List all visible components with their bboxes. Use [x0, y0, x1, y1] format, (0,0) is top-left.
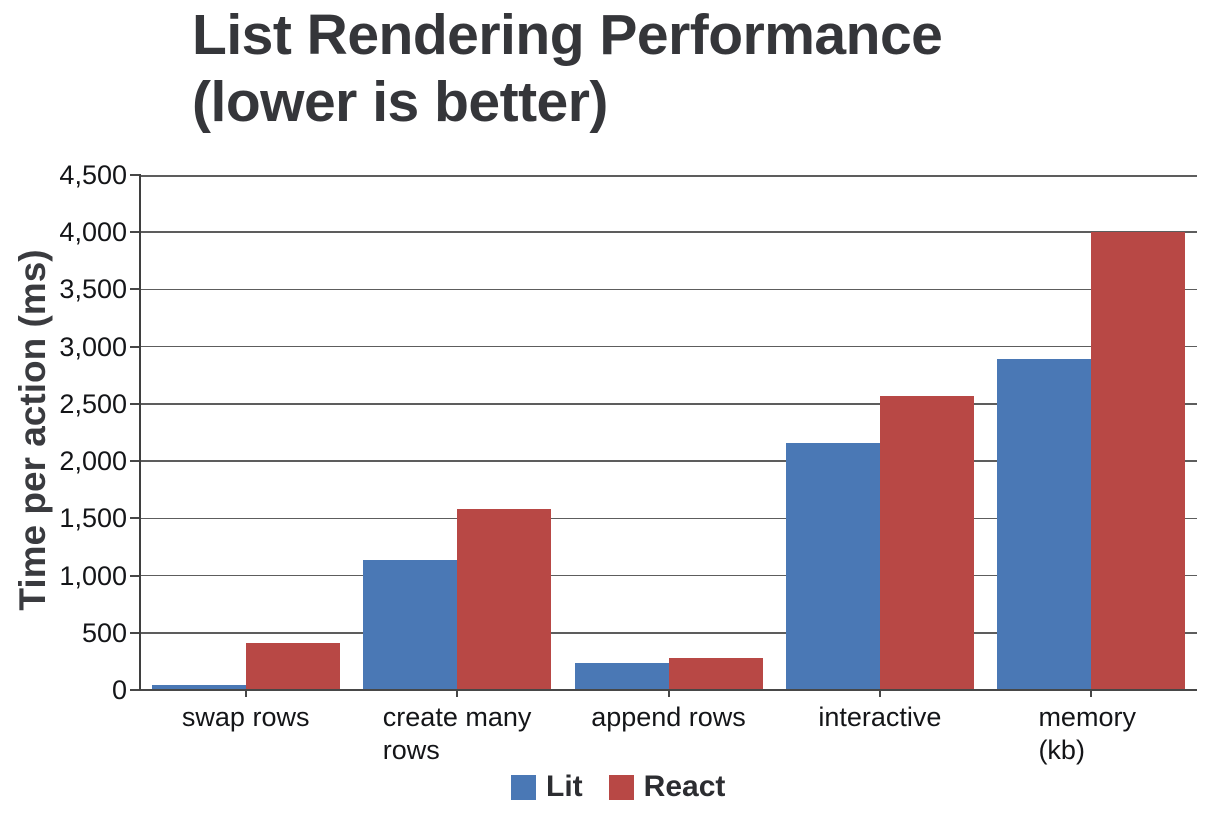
gridline: [140, 231, 1197, 233]
bar-lit-3: [574, 662, 669, 690]
x-axis-tick: [667, 690, 670, 697]
gridline: [140, 517, 1197, 520]
gridline: [140, 403, 1197, 405]
category-label: append rows: [591, 702, 746, 732]
category-label: memory (kb): [1038, 702, 1136, 765]
bar-react-1: [245, 643, 340, 690]
gridline: [140, 288, 1197, 291]
legend-swatch-lit: [511, 774, 536, 800]
category-label: swap rows: [181, 702, 310, 732]
chart-title: List Rendering Performance (lower is bet…: [192, 2, 943, 136]
legend-item-lit: Lit: [511, 770, 583, 804]
y-axis-line: [139, 174, 141, 690]
x-axis-tick: [1090, 690, 1093, 697]
gridline: [140, 632, 1197, 634]
legend-item-react: React: [608, 770, 726, 804]
category-label: create many rows: [382, 702, 532, 765]
y-axis-tick-label: 4,000: [59, 217, 127, 248]
y-axis-tick-label: 2,000: [59, 446, 127, 477]
bar-react-4: [879, 395, 974, 690]
bar-lit-5: [997, 359, 1092, 690]
y-axis-tick: [130, 174, 140, 176]
y-axis-tick-label: 1,500: [59, 503, 127, 534]
chart-title-line2: (lower is better): [192, 70, 608, 134]
legend-label: React: [643, 770, 726, 803]
y-axis-tick-label: 3,500: [59, 274, 127, 305]
x-axis-line: [131, 689, 1197, 691]
y-axis-tick-label: 2,500: [59, 388, 127, 419]
y-axis-tick-label: 4,500: [59, 160, 127, 190]
bar-react-2: [457, 508, 552, 690]
bar-lit-2: [363, 560, 458, 690]
y-axis-tick: [130, 402, 140, 405]
y-axis-tick: [130, 345, 140, 348]
bar-react-5: [1091, 232, 1186, 690]
legend: Lit React: [511, 770, 726, 804]
category-label: interactive: [818, 702, 942, 732]
gridline: [140, 460, 1197, 462]
bar-lit-4: [785, 442, 880, 690]
legend-swatch-react: [608, 774, 634, 800]
y-axis-tick-label: 1,000: [59, 560, 127, 591]
y-axis-tick-label: 0: [111, 675, 127, 705]
x-axis-tick: [244, 690, 247, 697]
x-axis-tick: [456, 690, 459, 697]
plot-area: 0 500 1,000 1,500 2,000 2,500 3,000 3,500 4,000 4…: [59, 160, 1197, 705]
gridline: [140, 574, 1197, 577]
x-axis-labels: swap rows create many rows append rows inte…: [140, 701, 1197, 771]
y-axis-tick: [130, 631, 140, 634]
y-axis-tick: [130, 574, 140, 577]
y-axis-tick: [130, 460, 140, 463]
bar-lit-1: [151, 685, 246, 690]
y-axis-tick: [130, 517, 140, 520]
bar-react-3: [668, 657, 763, 690]
y-axis-tick: [130, 288, 140, 291]
legend-label: Lit: [546, 770, 583, 803]
y-axis-tick-label: 3,000: [59, 331, 127, 362]
y-axis-tick: [130, 231, 140, 234]
gridline: [140, 345, 1197, 348]
y-axis-tick-label: 500: [81, 617, 127, 648]
x-axis-tick: [878, 690, 881, 697]
chart-title-line1: List Rendering Performance: [192, 3, 943, 67]
gridline: [140, 175, 1197, 177]
